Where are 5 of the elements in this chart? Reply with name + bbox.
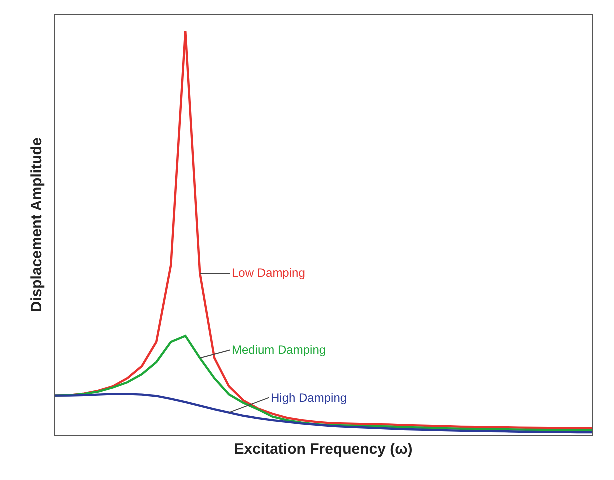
x-axis-title: Excitation Frequency (ω): [234, 441, 413, 458]
series-label: High Damping: [271, 391, 348, 405]
text: Medium Damping: [232, 343, 326, 357]
y-axis-title: Displacement Amplitude: [28, 138, 46, 312]
text: Low Damping: [232, 266, 306, 280]
